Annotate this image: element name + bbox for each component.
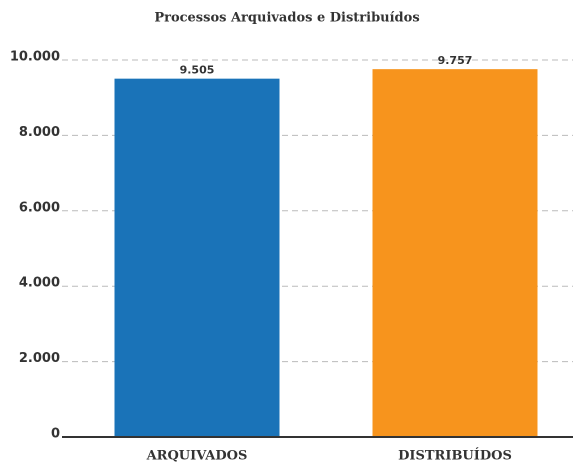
value-label: 9.505 — [180, 64, 215, 77]
x-tick-label: DISTRIBUÍDOS — [398, 448, 512, 464]
y-tick-label: 2.000 — [19, 351, 60, 366]
y-tick-label: 4.000 — [19, 276, 60, 291]
y-tick-label: 8.000 — [19, 125, 60, 140]
x-tick-label: ARQUIVADOS — [146, 449, 248, 464]
chart-title: Processos Arquivados e Distribuídos — [154, 11, 419, 26]
bar — [114, 78, 280, 437]
y-tick-label: 0 — [51, 427, 60, 442]
value-label: 9.757 — [438, 54, 473, 67]
y-tick-label: 6.000 — [19, 200, 60, 215]
y-tick-label: 10.000 — [10, 50, 60, 65]
bar — [372, 69, 538, 437]
